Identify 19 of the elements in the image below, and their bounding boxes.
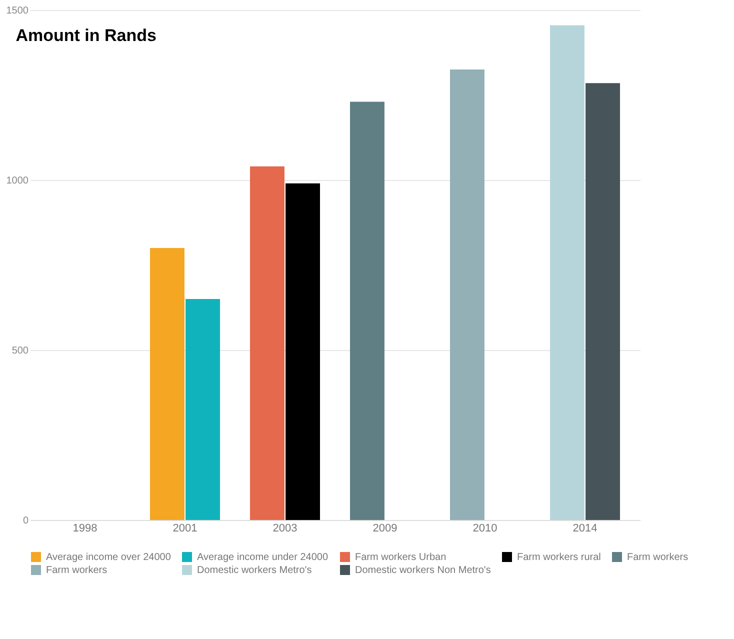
y-tick-label: 1000 <box>6 176 29 186</box>
x-tick-label: 2014 <box>572 522 598 534</box>
legend-label: Domestic workers Metro's <box>197 565 312 576</box>
legend-label: Farm workers rural <box>517 552 601 563</box>
x-tick-label: 2009 <box>372 522 398 534</box>
y-tick-label: 0 <box>22 516 29 526</box>
legend-label: Average income over 24000 <box>46 552 172 563</box>
x-tick-label: 2010 <box>472 522 498 534</box>
y-tick-label: 1500 <box>6 6 29 16</box>
legend-label: Average income under 24000 <box>197 552 328 563</box>
legend-label: Domestic workers Non Metro's <box>355 565 491 576</box>
legend-label: Farm workers Urban <box>355 552 446 563</box>
x-tick-label: 2001 <box>172 522 198 534</box>
x-tick-label: 2003 <box>272 522 298 534</box>
legend-label: Farm workers <box>627 552 688 563</box>
y-tick-label: 500 <box>12 346 29 356</box>
legend-label: Farm workers <box>46 565 108 576</box>
text: Amount in Rands <box>16 26 156 45</box>
x-tick-label: 1998 <box>72 522 98 534</box>
